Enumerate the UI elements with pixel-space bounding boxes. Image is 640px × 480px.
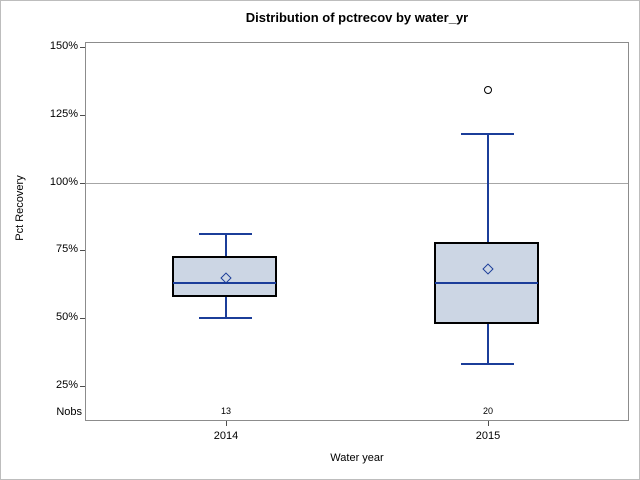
outlier-circle-marker (484, 86, 492, 94)
whisker-cap (461, 363, 514, 365)
y-tick-label: 125% (49, 108, 78, 120)
y-tick-label: 75% (55, 243, 78, 255)
box-2014 (172, 256, 277, 297)
median-line (173, 282, 276, 284)
x-tick (488, 421, 489, 426)
whisker-cap (461, 133, 514, 135)
y-tick (80, 386, 85, 387)
y-tick (80, 47, 85, 48)
x-tick-label: 2015 (475, 430, 501, 442)
whisker-stem (487, 134, 489, 242)
y-tick (80, 115, 85, 116)
y-tick-label: 50% (55, 311, 78, 323)
whisker-cap (199, 233, 252, 235)
x-tick-label: 2014 (213, 430, 239, 442)
nobs-value: 13 (220, 406, 231, 416)
y-tick (80, 250, 85, 251)
x-tick (226, 421, 227, 426)
nobs-row-label: Nobs (56, 406, 82, 418)
y-tick-label: 100% (49, 176, 78, 188)
whisker-stem (225, 234, 227, 256)
whisker-stem (487, 324, 489, 364)
y-tick (80, 183, 85, 184)
y-tick (80, 318, 85, 319)
y-axis-title: Pct Recovery (14, 175, 26, 241)
reference-line (86, 183, 628, 184)
x-axis-title: Water year (330, 452, 384, 464)
median-line (435, 282, 538, 284)
whisker-stem (225, 297, 227, 318)
y-tick-label: 150% (49, 40, 78, 52)
whisker-cap (199, 317, 252, 319)
nobs-value: 20 (482, 406, 493, 416)
chart-title: Distribution of pctrecov by water_yr (245, 10, 469, 25)
y-tick-label: 25% (55, 379, 78, 391)
plot-area (85, 42, 629, 421)
